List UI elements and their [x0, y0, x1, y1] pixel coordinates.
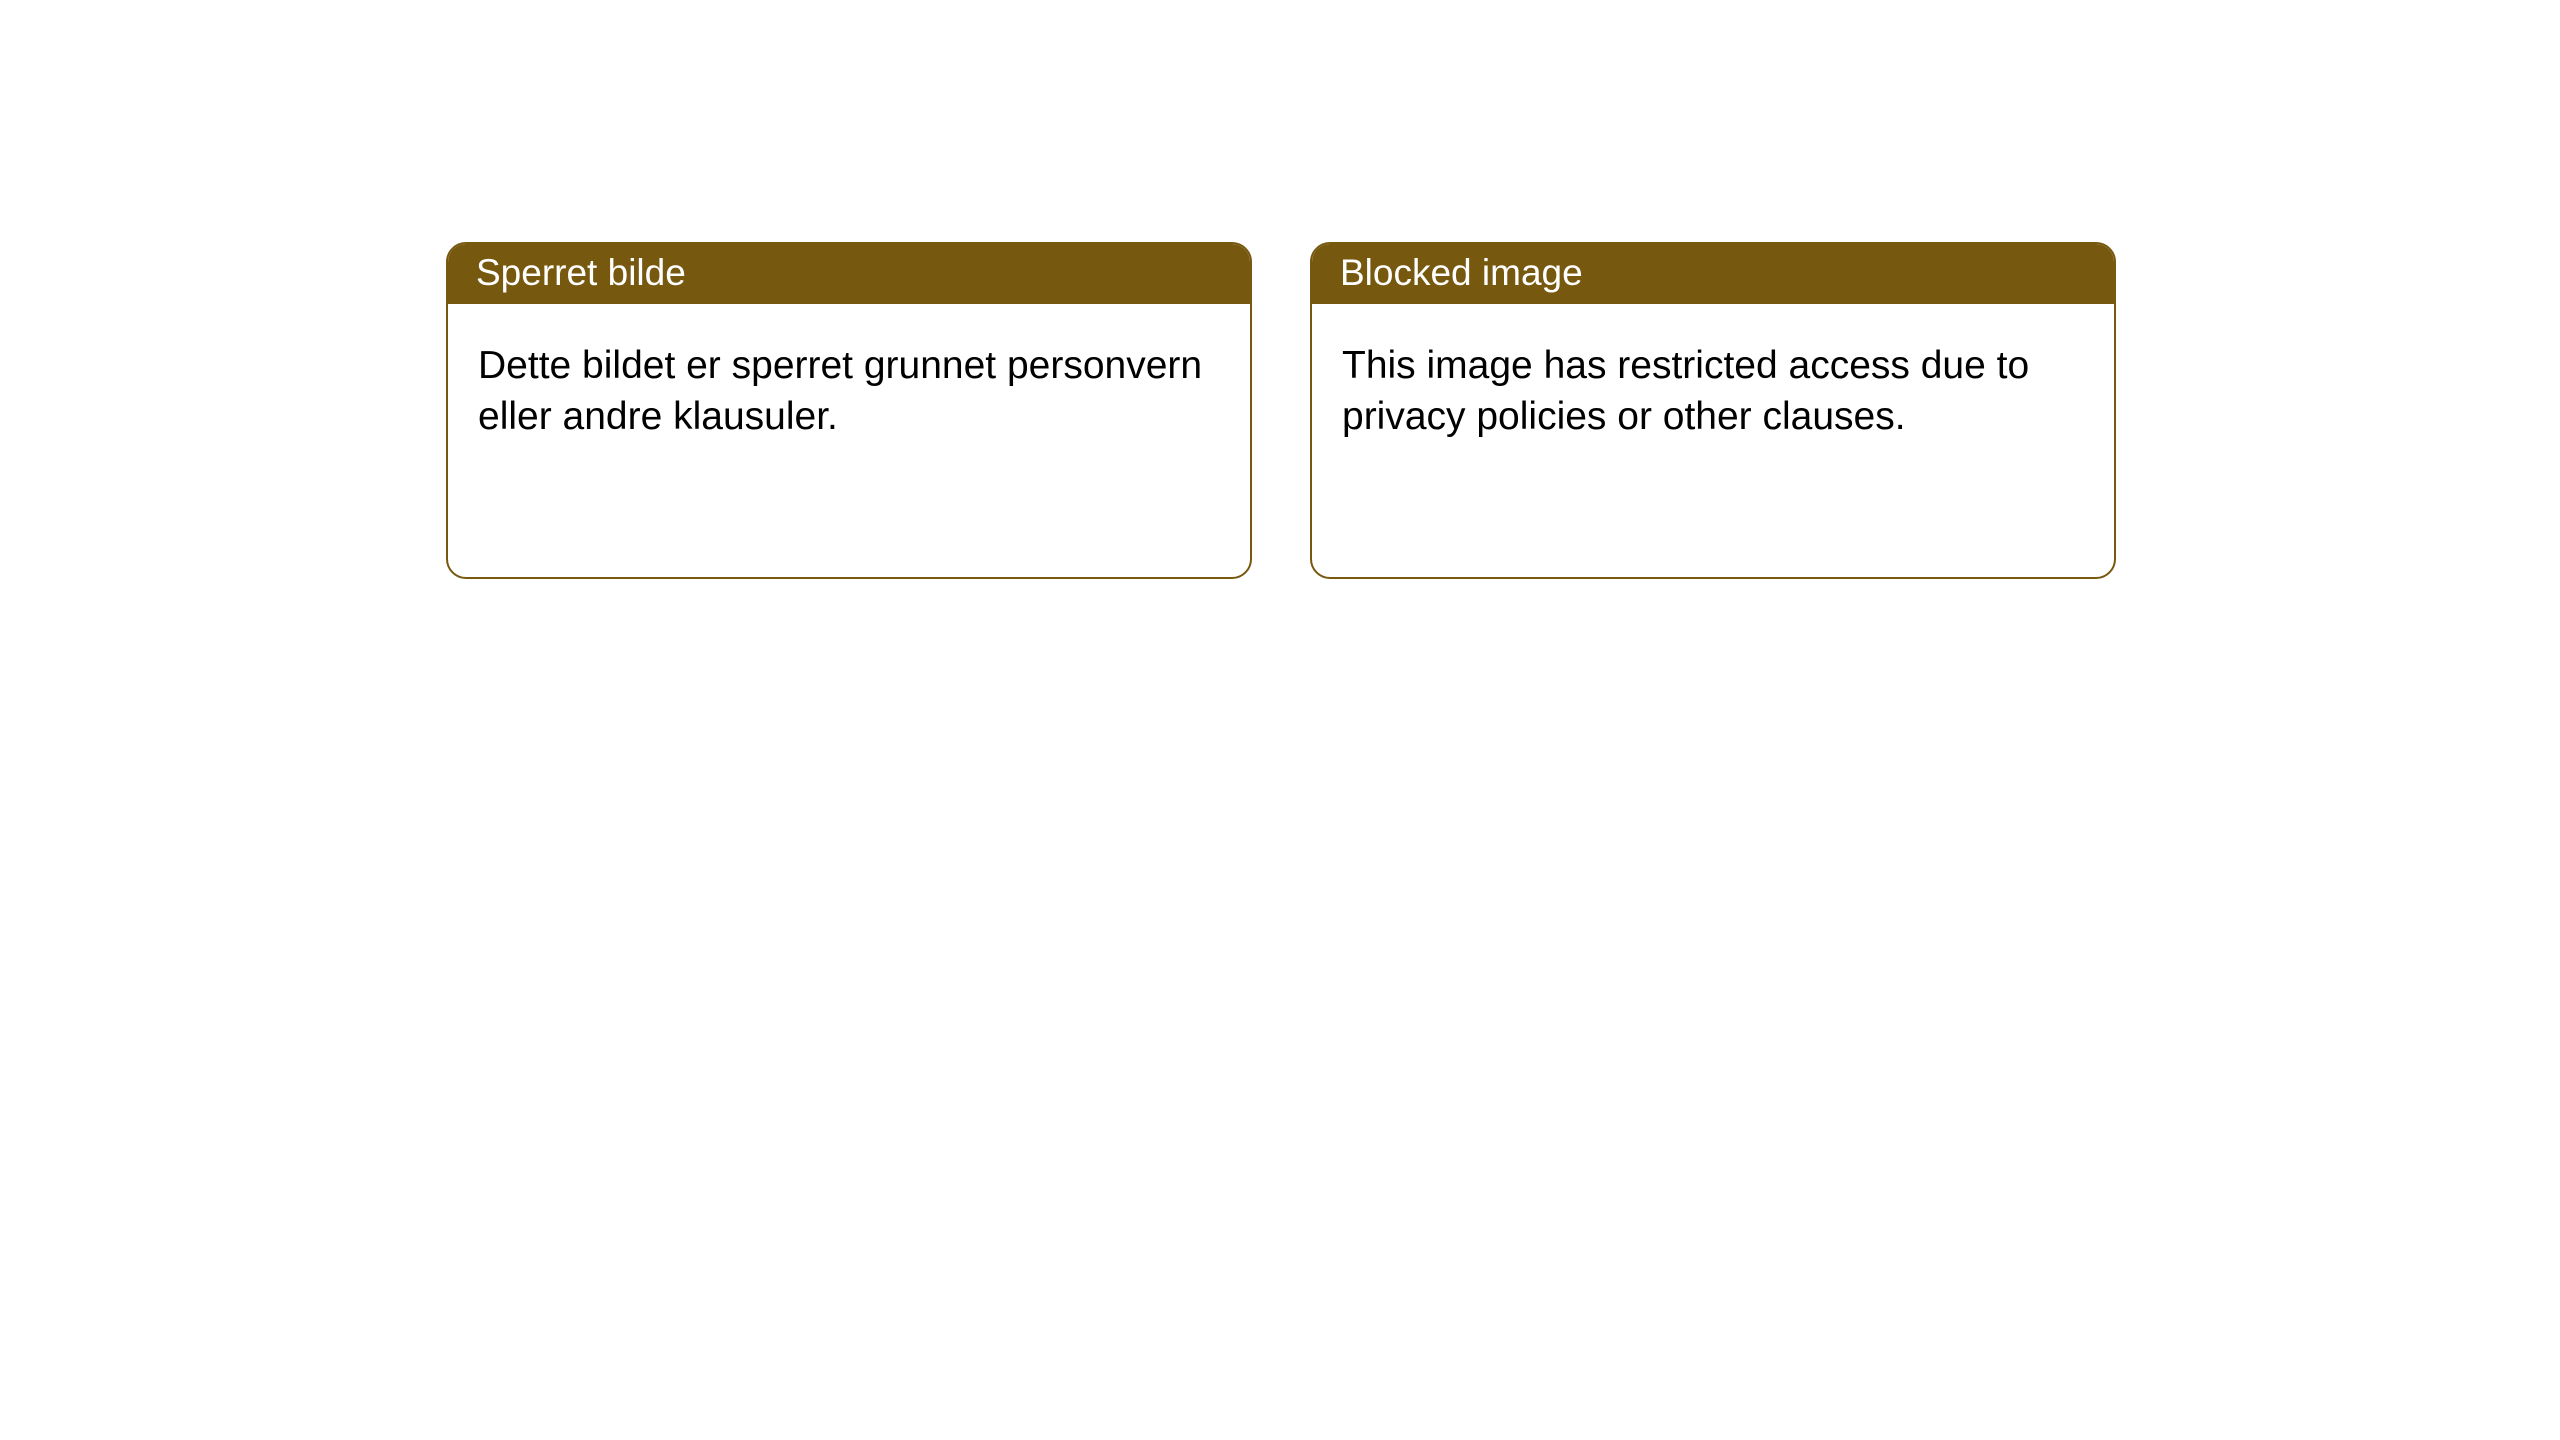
card-body: Dette bildet er sperret grunnet personve… — [448, 304, 1250, 479]
card-header: Sperret bilde — [448, 244, 1250, 304]
notice-card-english: Blocked image This image has restricted … — [1310, 242, 2116, 579]
notice-container: Sperret bilde Dette bildet er sperret gr… — [0, 0, 2560, 579]
card-body-text: Dette bildet er sperret grunnet personve… — [478, 344, 1202, 438]
card-body-text: This image has restricted access due to … — [1342, 344, 2029, 438]
card-title: Blocked image — [1340, 252, 1583, 294]
card-header: Blocked image — [1312, 244, 2114, 304]
card-title: Sperret bilde — [476, 252, 686, 294]
card-body: This image has restricted access due to … — [1312, 304, 2114, 479]
notice-card-norwegian: Sperret bilde Dette bildet er sperret gr… — [446, 242, 1252, 579]
